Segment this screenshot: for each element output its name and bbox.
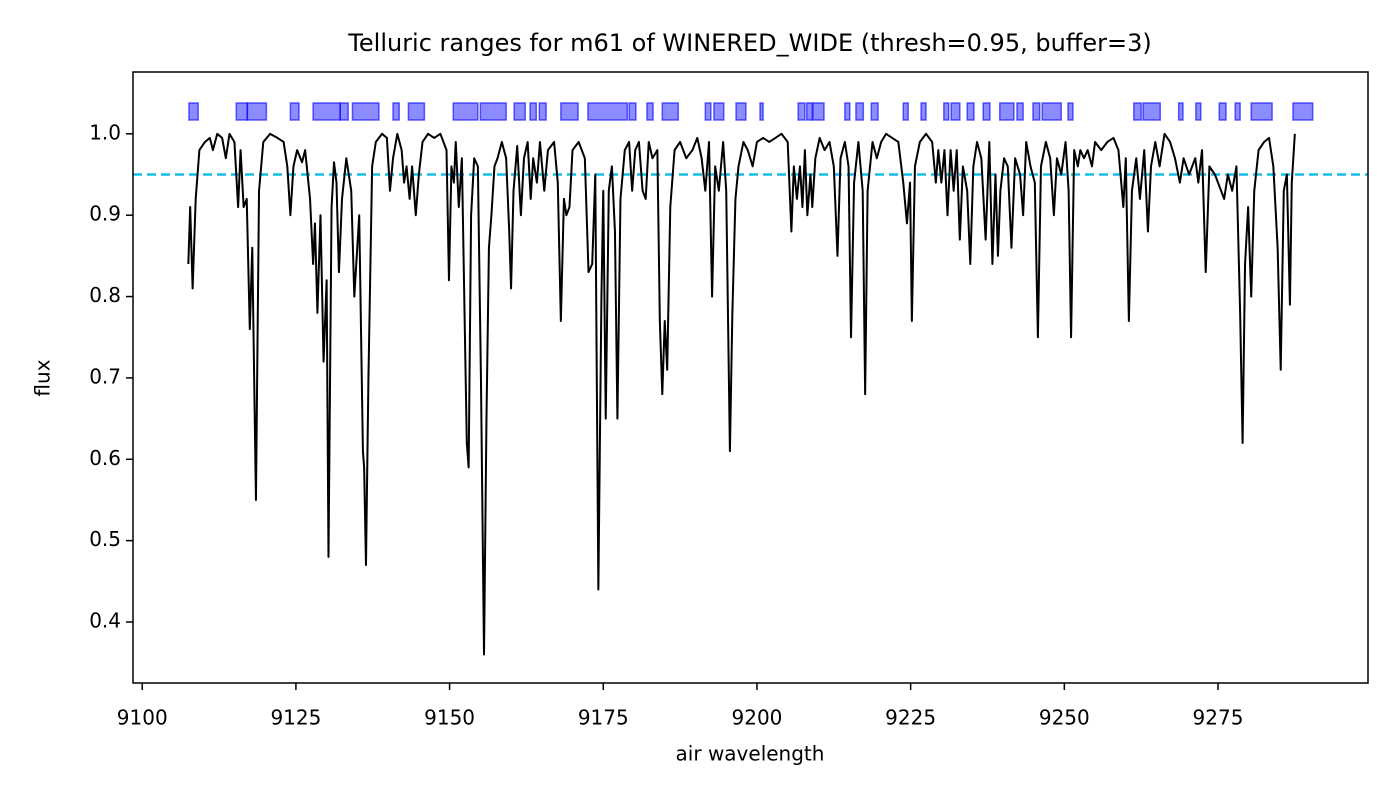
x-tick-label: 9100 [117, 706, 168, 730]
telluric-range [538, 102, 547, 121]
telluric-range [759, 102, 764, 121]
telluric-range [407, 102, 426, 121]
telluric-range [587, 102, 628, 121]
telluric-range [628, 102, 637, 121]
telluric-range [392, 102, 400, 121]
telluric-range [735, 102, 747, 121]
telluric-range [188, 102, 199, 121]
telluric-range [479, 102, 507, 121]
y-tick-label: 0.8 [89, 283, 121, 307]
telluric-range [1218, 102, 1227, 121]
telluric-range [452, 102, 479, 121]
x-tick-label: 9250 [1039, 706, 1090, 730]
telluric-range [805, 102, 814, 121]
telluric-range [339, 102, 349, 121]
telluric-range [1032, 102, 1041, 121]
telluric-range [1133, 102, 1142, 121]
telluric-range [870, 102, 879, 121]
chart-title: Telluric ranges for m61 of WINERED_WIDE … [347, 29, 1151, 57]
telluric-range [1195, 102, 1202, 121]
telluric-range [999, 102, 1015, 121]
telluric-range [246, 102, 268, 121]
telluric-range [560, 102, 579, 121]
x-tick-label: 9225 [885, 706, 936, 730]
telluric-range [289, 102, 300, 121]
telluric-range [950, 102, 961, 121]
telluric-range [1250, 102, 1273, 121]
telluric-range [844, 102, 851, 121]
telluric-range [920, 102, 927, 121]
telluric-range [351, 102, 380, 121]
spectrum-line [187, 132, 1296, 656]
telluric-range [1292, 102, 1314, 121]
telluric-range [529, 102, 538, 121]
telluric-range [902, 102, 909, 121]
telluric-range [982, 102, 991, 121]
telluric-range [713, 102, 725, 121]
telluric-range [943, 102, 950, 121]
x-tick-label: 9175 [578, 706, 629, 730]
x-tick-label: 9150 [424, 706, 475, 730]
y-tick-label: 0.9 [89, 202, 121, 226]
y-tick-label: 0.6 [89, 446, 121, 470]
telluric-range [797, 102, 806, 121]
y-tick-label: 0.7 [89, 364, 121, 388]
telluric-range [1067, 102, 1074, 121]
y-tick-label: 0.5 [89, 527, 121, 551]
telluric-range [661, 102, 680, 121]
x-tick-label: 9125 [270, 706, 321, 730]
telluric-range [235, 102, 249, 121]
telluric-range [1234, 102, 1241, 121]
telluric-range [1041, 102, 1062, 121]
telluric-range [1016, 102, 1024, 121]
telluric-range [312, 102, 341, 121]
telluric-range [513, 102, 526, 121]
y-tick-label: 1.0 [89, 120, 121, 144]
telluric-range [646, 102, 654, 121]
telluric-range [966, 102, 975, 121]
x-tick-label: 9275 [1193, 706, 1244, 730]
x-axis-label: air wavelength [676, 742, 825, 766]
telluric-range [1142, 102, 1161, 121]
x-tick-label: 9200 [732, 706, 783, 730]
y-axis-label: flux [31, 359, 55, 396]
telluric-range [1177, 102, 1184, 121]
y-tick-label: 0.4 [89, 608, 121, 632]
telluric-range [812, 102, 825, 121]
telluric-range [855, 102, 865, 121]
telluric-range [704, 102, 712, 121]
